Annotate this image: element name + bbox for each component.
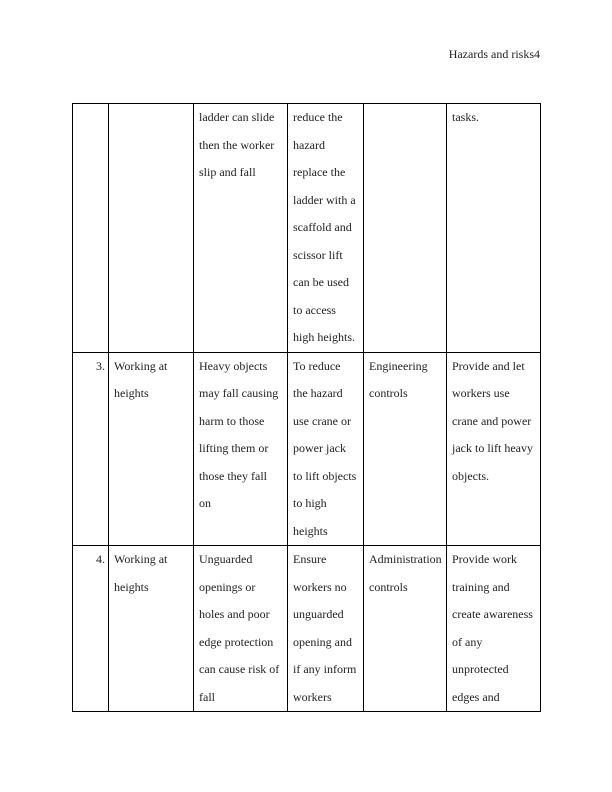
cell-action: Provide work training and create awareness… (446, 545, 541, 712)
cell-text-line: harm to those (199, 413, 265, 428)
cell-text-line: to high (293, 496, 327, 510)
cell-text-line: To reduce (293, 358, 341, 373)
cell-text-line: if any inform (293, 662, 357, 676)
cell-text-line: ladder can slide (199, 110, 275, 124)
cell-control-measure: Ensure workers no unguarded opening and if a… (287, 545, 364, 712)
cell-hazard (108, 103, 194, 353)
cell-risk-description: Unguarded openings or holes and poor edge p… (193, 545, 288, 712)
cell-control-type: Engineering controls (363, 351, 447, 546)
cell-text-line: those they fall (199, 468, 267, 483)
cell-text-line: high heights. (293, 330, 355, 344)
cell-text-line: training and (452, 579, 510, 594)
cell-text-line: power jack (293, 441, 346, 455)
cell-text-line: can be used (293, 275, 349, 289)
cell-text-line: controls (369, 579, 408, 594)
cell-text-line: can cause risk of (199, 662, 280, 676)
cell-text-line: heights (114, 579, 149, 594)
cell-text-line: Engineering (369, 358, 428, 373)
cell-text-line: controls (369, 386, 408, 400)
cell-text-line: objects. (452, 468, 489, 483)
cell-text-line: on (199, 496, 211, 510)
cell-text-line: workers use (452, 386, 510, 400)
cell-text-line: reduce the (293, 110, 343, 124)
cell-text-line: then the worker (199, 137, 275, 152)
cell-text-line: Working at (114, 358, 168, 373)
table-row: 3. Working at heights Heavy objects may fall… (72, 351, 541, 546)
cell-text-line: lifting them or (199, 441, 269, 455)
cell-text-line: Provide and let (452, 358, 525, 373)
cell-risk-description: Heavy objects may fall causing harm to tho… (193, 351, 288, 546)
cell-text-line: workers (293, 689, 332, 704)
cell-text-line: create awareness (452, 607, 533, 621)
cell-action: Provide and let workers use crane and powe… (446, 351, 541, 546)
cell-text-line: use crane or (293, 413, 351, 428)
cell-text-line: to lift objects (293, 468, 357, 483)
cell-text-line: opening and (293, 634, 352, 649)
cell-text-line: to access (293, 302, 336, 317)
cell-risk-description: ladder can slide then the worker slip and … (193, 103, 288, 353)
cell-text-line: edges and (452, 689, 500, 704)
cell-text-line: ladder with a (293, 192, 356, 207)
cell-text-line: Administration (369, 552, 442, 566)
cell-text-line: heights (114, 386, 149, 400)
row-number (72, 103, 109, 353)
cell-text-line: Working at (114, 552, 168, 566)
cell-text-line: tasks. (452, 110, 479, 124)
cell-control-type (363, 103, 447, 353)
cell-hazard: Working at heights (108, 351, 194, 546)
cell-text-line: fall (199, 689, 215, 704)
cell-text-line: scaffold and (293, 220, 352, 234)
cell-text-line: the hazard (293, 386, 343, 400)
cell-control-type: Administration controls (363, 545, 447, 712)
hazard-table: ladder can slide then the worker slip and … (72, 103, 541, 712)
cell-text-line: Provide work (452, 552, 517, 566)
table-row: ladder can slide then the worker slip and … (72, 103, 541, 353)
cell-action: tasks. (446, 103, 541, 353)
cell-text-line: replace the (293, 165, 346, 179)
cell-text-line: of any (452, 634, 483, 649)
cell-text-line: jack to lift heavy (452, 441, 533, 455)
row-number: 4. (72, 545, 109, 712)
cell-control-measure: reduce the hazard replace the ladder with a… (287, 103, 364, 353)
cell-text-line: openings or (199, 579, 256, 594)
cell-text-line: heights (293, 523, 328, 538)
cell-text-line: unguarded (293, 607, 344, 621)
cell-text-line: Heavy objects (199, 358, 268, 373)
cell-text-line: scissor lift (293, 247, 343, 262)
cell-text-line: edge protection (199, 634, 274, 649)
cell-text-line: holes and poor (199, 607, 270, 621)
table-row: 4. Working at heights Unguarded openings or h… (72, 545, 541, 712)
cell-text-line: unprotected (452, 662, 509, 676)
cell-text-line: workers no (293, 579, 347, 594)
cell-text-line: Unguarded (199, 552, 253, 566)
running-header: Hazards and risks4 (448, 47, 540, 61)
cell-text-line: Ensure (293, 552, 327, 566)
cell-hazard: Working at heights (108, 545, 194, 712)
row-number: 3. (72, 351, 109, 546)
cell-control-measure: To reduce the hazard use crane or power jac… (287, 351, 364, 546)
cell-text-line: may fall causing (199, 386, 279, 400)
cell-text-line: hazard (293, 137, 325, 152)
cell-text-line: slip and fall (199, 165, 256, 179)
cell-text-line: crane and power (452, 413, 532, 428)
